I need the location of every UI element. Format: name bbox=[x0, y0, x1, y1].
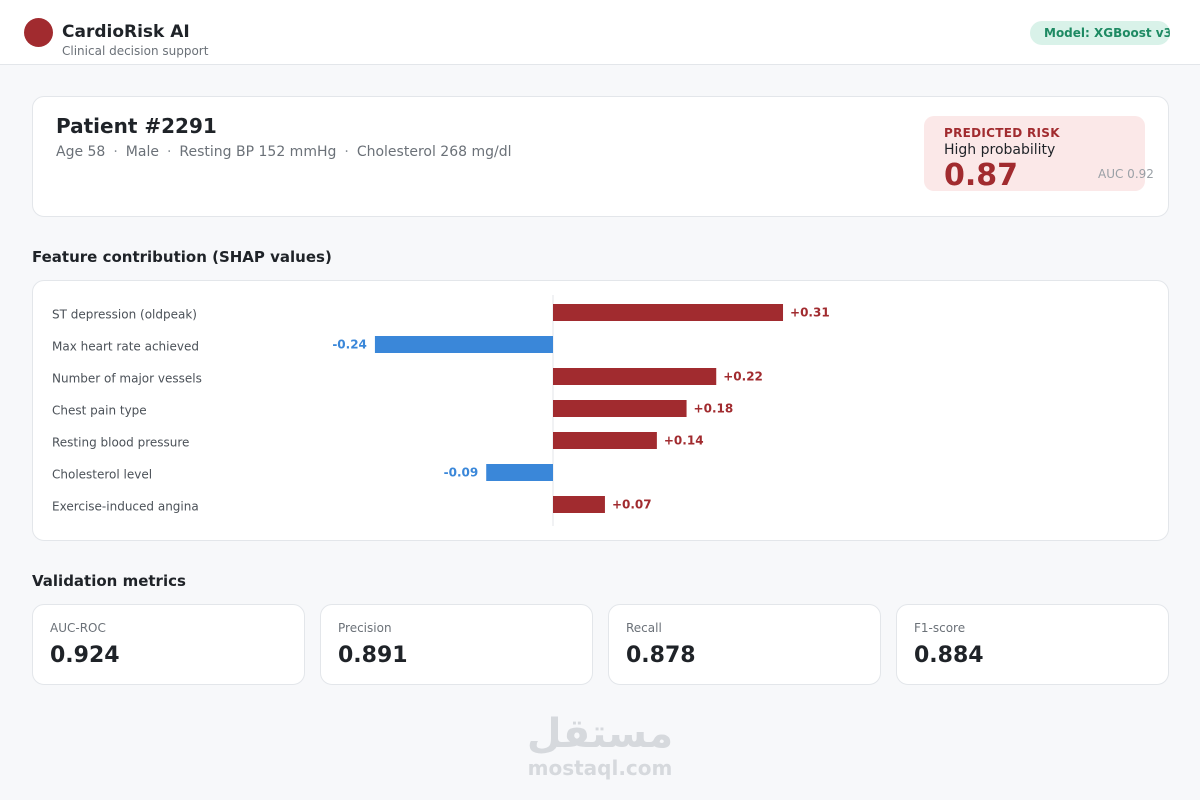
metric-card-precision: Precision 0.891 bbox=[320, 604, 593, 685]
shap-value-label: -0.09 bbox=[444, 466, 479, 480]
shap-bar bbox=[374, 336, 553, 353]
shap-bar bbox=[553, 368, 717, 385]
metric-card-f1-score: F1-score 0.884 bbox=[896, 604, 1169, 685]
metric-value: 0.924 bbox=[50, 643, 120, 668]
metrics-section-title: Validation metrics bbox=[32, 572, 186, 590]
metric-label: Precision bbox=[338, 621, 392, 635]
metric-value: 0.891 bbox=[338, 643, 408, 668]
patient-cholesterol: Cholesterol 268 mg/dl bbox=[356, 144, 512, 160]
feature-label: ST depression (oldpeak) bbox=[52, 308, 197, 322]
feature-label: Cholesterol level bbox=[52, 468, 152, 482]
shap-bar bbox=[553, 400, 687, 417]
meta-separator: · bbox=[344, 144, 349, 160]
predicted-risk-description: High probability bbox=[944, 142, 1056, 158]
patient-sex: Male bbox=[125, 144, 159, 160]
shap-value-label: -0.24 bbox=[332, 338, 367, 352]
top-bar: CardioRisk AI Clinical decision support … bbox=[0, 0, 1200, 65]
feature-label: Chest pain type bbox=[52, 404, 147, 418]
shap-bar bbox=[486, 464, 553, 481]
shap-value-label: +0.07 bbox=[612, 498, 652, 512]
metric-card-auc-roc: AUC-ROC 0.924 bbox=[32, 604, 305, 685]
shap-value-label: +0.31 bbox=[790, 306, 830, 320]
patient-title: Patient #2291 bbox=[56, 114, 217, 138]
meta-separator: · bbox=[166, 144, 172, 160]
watermark: مستقل mostaql.com bbox=[500, 712, 700, 780]
feature-label: Max heart rate achieved bbox=[52, 340, 199, 354]
shap-bar bbox=[553, 304, 784, 321]
app-title: CardioRisk AI bbox=[62, 22, 190, 42]
patient-resting-bp: Resting BP 152 mmHg bbox=[179, 144, 337, 160]
shap-value-label: +0.18 bbox=[694, 402, 734, 416]
auc-note: AUC 0.92 bbox=[1098, 167, 1154, 181]
app-subtitle: Clinical decision support bbox=[62, 44, 209, 58]
shap-value-label: +0.22 bbox=[723, 370, 763, 384]
model-badge: Model: XGBoost v3 bbox=[1030, 21, 1170, 45]
metric-value: 0.884 bbox=[914, 643, 984, 668]
predicted-risk-box: PREDICTED RISK High probability 0.87 bbox=[924, 116, 1145, 193]
patient-age: Age 58 bbox=[56, 144, 106, 160]
predicted-risk-value: 0.87 bbox=[944, 158, 1019, 193]
shap-chart: ST depression (oldpeak) +0.31 Max heart ra… bbox=[52, 295, 830, 526]
predicted-risk-label: PREDICTED RISK bbox=[944, 126, 1060, 140]
shap-bar bbox=[553, 496, 605, 513]
metric-card-recall: Recall 0.878 bbox=[608, 604, 881, 685]
metric-value: 0.878 bbox=[626, 643, 696, 668]
shap-value-label: +0.14 bbox=[664, 434, 704, 448]
metric-label: Recall bbox=[626, 621, 662, 635]
patient-meta: Age 58 · Male · Resting BP 152 mmHg · Choleste… bbox=[56, 144, 511, 160]
watermark-latin: mostaql.com bbox=[527, 756, 673, 780]
shap-chart-card: ST depression (oldpeak) +0.31 Max heart ra… bbox=[32, 280, 1169, 541]
app-logo bbox=[24, 18, 53, 47]
shap-section-title: Feature contribution (SHAP values) bbox=[32, 248, 332, 266]
metric-label: AUC-ROC bbox=[50, 621, 106, 635]
watermark-arabic: مستقل bbox=[526, 711, 674, 757]
feature-label: Resting blood pressure bbox=[52, 436, 189, 450]
patient-card: Patient #2291 Age 58 · Male · Resting BP 152… bbox=[32, 96, 1169, 217]
metric-label: F1-score bbox=[914, 621, 966, 635]
feature-label: Number of major vessels bbox=[52, 372, 202, 386]
meta-separator: · bbox=[113, 144, 118, 160]
shap-bar bbox=[553, 432, 657, 449]
feature-label: Exercise-induced angina bbox=[52, 500, 199, 514]
